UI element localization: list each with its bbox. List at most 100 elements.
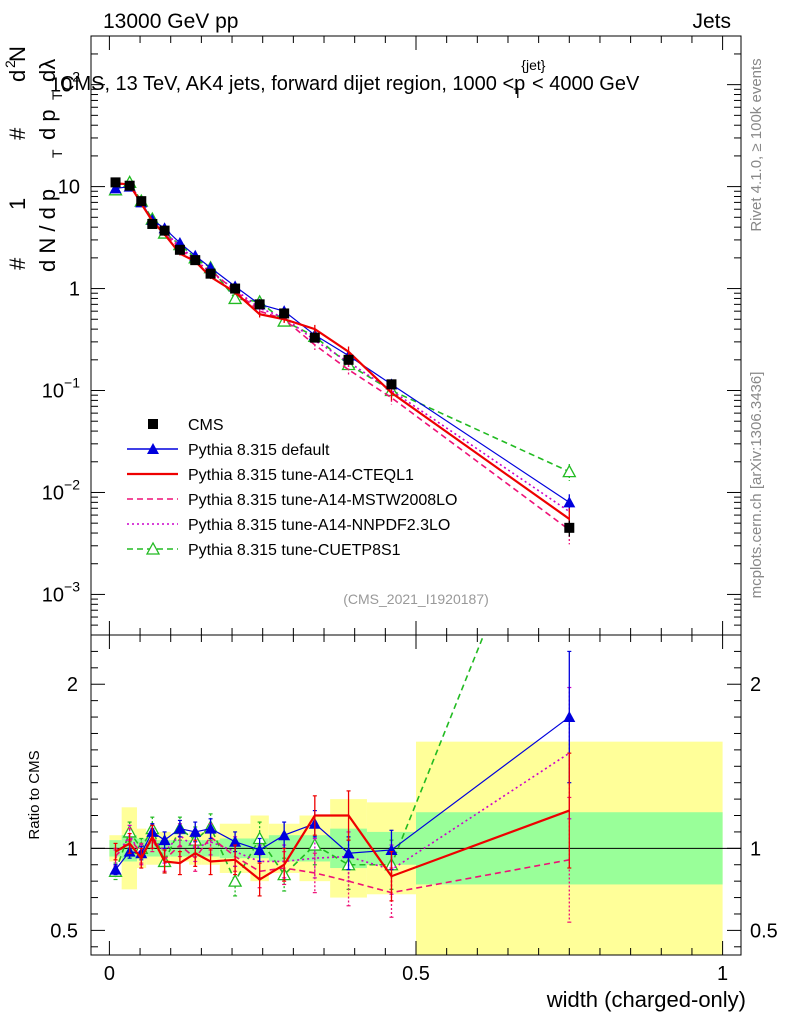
x-tick-label: 1 <box>717 963 728 985</box>
y-tick-exp: 2 <box>72 69 80 85</box>
point-default <box>109 182 122 194</box>
title-sup: {jet} <box>521 57 545 73</box>
legend-label-cteql1: Pythia 8.315 tune-A14-CTEQL1 <box>188 467 414 484</box>
y-axis-label-ratio: Ratio to CMS <box>26 750 43 839</box>
y-axis-label-top: # 1 d N / d p T # d p T d 2 N dλ <box>2 46 65 272</box>
ratio-panel-frame <box>90 634 742 956</box>
legend-item-nnpdf: Pythia 8.315 tune-A14-NNPDF2.3LO <box>127 517 450 534</box>
title-main: CMS, 13 TeV, AK4 jets, forward dijet reg… <box>60 73 525 95</box>
y-tick-label-ratio-right: 1 <box>750 838 761 860</box>
x-tick-label: 0.5 <box>402 963 430 985</box>
ratio-point-default <box>253 843 266 855</box>
ratio-point-cuetp8s1 <box>307 837 322 851</box>
ratio-point-cuetp8s1 <box>228 873 243 887</box>
legend-label-default: Pythia 8.315 default <box>188 442 330 459</box>
point-cms <box>159 225 170 236</box>
ratio-point-default <box>278 829 291 841</box>
point-cms <box>124 180 135 191</box>
ratio-point-default <box>158 834 171 846</box>
y-tick-base: 1 <box>69 279 80 301</box>
header-right: Jets <box>692 10 731 33</box>
point-cms <box>136 196 147 207</box>
ratio-point-default <box>563 711 576 723</box>
analysis-tag: (CMS_2021_I1920187) <box>343 591 489 607</box>
y-tick-base: 10 <box>50 75 72 97</box>
point-cms <box>230 283 241 294</box>
legend-marker-default <box>147 443 159 454</box>
y-tick-exp: −2 <box>64 476 80 492</box>
ylabel-two: 2 <box>2 60 18 68</box>
y-tick-label-ratio-right: 0.5 <box>750 920 778 942</box>
y-tick-base: 10 <box>42 482 64 504</box>
ylabel-d2N: d <box>5 70 30 82</box>
y-tick-label-top: 102 <box>50 69 80 97</box>
series-cms <box>110 177 575 537</box>
rivet-version: Rivet 4.1.0, ≥ 100k events <box>748 58 765 231</box>
y-tick-label-top: 1 <box>69 279 80 301</box>
y-tick-base: 10 <box>42 381 64 403</box>
ylabel-one: 1 <box>5 198 30 210</box>
x-tick-label: 0 <box>104 963 115 985</box>
ylabel-dlambda: dλ <box>35 59 60 82</box>
y-tick-label-top: 10−1 <box>42 375 80 403</box>
legend-item-default: Pythia 8.315 default <box>127 442 330 459</box>
point-cms <box>110 177 121 188</box>
title-tail: < 4000 GeV <box>532 73 640 95</box>
y-tick-label-ratio: 0.5 <box>50 920 78 942</box>
top-panel-series <box>108 175 577 545</box>
point-cms <box>205 268 216 279</box>
title-sub: T <box>513 85 522 101</box>
legend-item-cteql1: Pythia 8.315 tune-A14-CTEQL1 <box>127 467 414 484</box>
y-tick-label-ratio-right: 2 <box>750 674 761 696</box>
ratio-panel-series <box>108 634 576 923</box>
y-tick-label-ratio: 2 <box>67 674 78 696</box>
point-cuetp8s1 <box>562 464 577 478</box>
mcplots-credit: mcplots.cern.ch [arXiv:1306.3436] <box>748 372 765 599</box>
header-left: 13000 GeV pp <box>103 10 238 33</box>
ylabel-hash1: # <box>5 257 30 270</box>
ratio-point-default <box>385 843 398 855</box>
legend-marker-cuetp8s1 <box>145 541 161 555</box>
y-tick-label-top: 10−3 <box>42 578 80 606</box>
legend-marker-cms <box>148 419 158 429</box>
ratio-point-default <box>173 822 186 834</box>
point-cms <box>254 299 265 310</box>
point-cms <box>564 522 575 533</box>
point-cms <box>309 332 320 343</box>
point-cuetp8s1 <box>228 291 243 305</box>
legend-item-cms: CMS <box>148 417 224 434</box>
point-default <box>563 496 576 508</box>
legend-item-mstw: Pythia 8.315 tune-A14-MSTW2008LO <box>127 492 457 509</box>
legend-label-nnpdf: Pythia 8.315 tune-A14-NNPDF2.3LO <box>188 517 450 534</box>
y-tick-label-ratio: 1 <box>67 838 78 860</box>
ylabel-dN: d N / d p <box>35 189 60 272</box>
point-cms <box>147 218 158 229</box>
legend: CMS Pythia 8.315 default Pythia 8.315 tune… <box>127 417 457 559</box>
ylabel-T2: T <box>49 91 65 100</box>
y-tick-label-top: 10 <box>58 177 80 199</box>
plot-title: CMS, 13 TeV, AK4 jets, forward dijet reg… <box>60 57 640 101</box>
legend-label-cuetp8s1: Pythia 8.315 tune-CUETP8S1 <box>188 542 401 559</box>
legend-label-mstw: Pythia 8.315 tune-A14-MSTW2008LO <box>188 492 457 509</box>
ylabel-N: N <box>5 46 30 62</box>
y-tick-exp: −3 <box>64 578 80 594</box>
ylabel-hash2: # <box>5 127 30 140</box>
y-tick-base: 10 <box>42 584 64 606</box>
ratio-point-default <box>109 863 122 875</box>
ratio-point-default <box>229 835 242 847</box>
y-tick-base: 10 <box>58 177 80 199</box>
point-cms <box>190 255 201 266</box>
y-tick-label-top: 10−2 <box>42 476 80 504</box>
point-cms <box>343 354 354 365</box>
point-cms <box>174 244 185 255</box>
ylabel-T1: T <box>49 149 65 158</box>
ratio-point-default <box>342 847 355 859</box>
point-cms <box>386 379 397 390</box>
ratio-point-default <box>204 822 217 834</box>
ratio-point-default <box>189 825 202 837</box>
point-cms <box>279 308 290 319</box>
legend-label-cms: CMS <box>188 417 224 434</box>
ratio-series-cteql1 <box>113 752 572 902</box>
